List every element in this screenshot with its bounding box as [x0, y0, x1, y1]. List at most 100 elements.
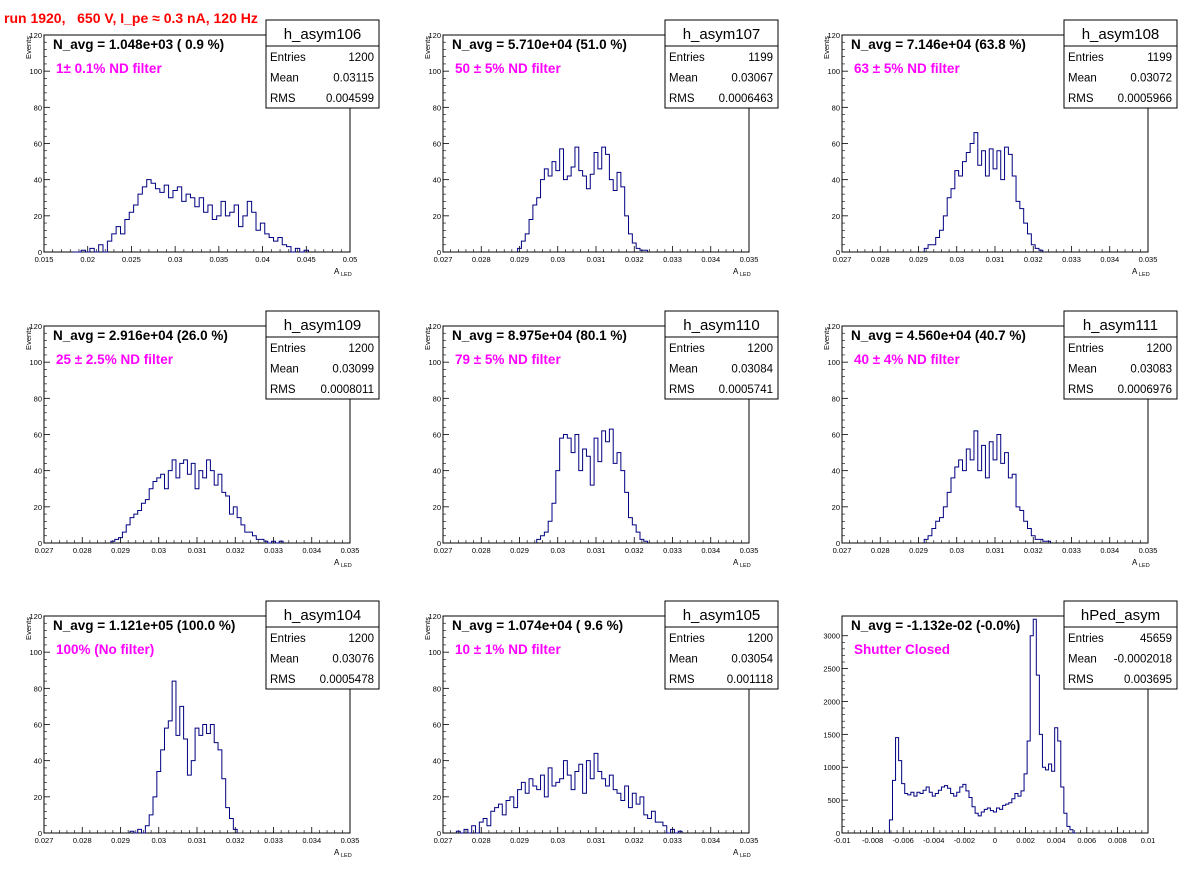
histogram-series-line [517, 146, 649, 252]
histogram-bin [943, 216, 947, 252]
histogram-bin [212, 219, 216, 252]
y-tick-label: 40 [832, 467, 840, 476]
histogram-bin [90, 248, 94, 252]
y-tick-label: 80 [34, 684, 42, 693]
histogram-bin [544, 797, 548, 833]
histogram-bin [149, 489, 153, 543]
histogram-bin [663, 826, 667, 833]
stats-title-box [664, 19, 779, 47]
x-tick-label: 0.032 [226, 836, 245, 845]
histogram-bin [1024, 521, 1028, 543]
stats-label-rms: RMS [1068, 93, 1094, 105]
histogram-bin [590, 174, 594, 252]
histogram-bin [951, 478, 955, 543]
histogram-bin [923, 790, 926, 833]
x-tick-label: 0.032 [226, 546, 245, 555]
x-tick-label: 0 [993, 836, 997, 845]
y-tick-label: 60 [34, 140, 42, 149]
x-tick-label: 0.031 [587, 255, 606, 264]
histogram-bin [164, 489, 168, 543]
histogram-bin [1035, 539, 1039, 543]
histogram-bin [134, 514, 138, 543]
canvas-title: run 1920, 650 V, I_pe ≈ 0.3 nA, 120 Hz [4, 10, 258, 26]
histogram-bin [1036, 675, 1039, 833]
y-tick-label: 80 [34, 103, 42, 112]
x-tick-label: 0.028 [472, 836, 491, 845]
histogram-bin [928, 245, 932, 252]
histogram-bin [632, 243, 636, 252]
histogram-bin [147, 180, 151, 252]
histogram-bin [230, 212, 234, 252]
histogram-bin [985, 176, 989, 252]
histogram-bin [632, 525, 636, 543]
histogram-bin [518, 248, 522, 252]
histogram-bin [556, 171, 560, 252]
x-tick-label: 0.027 [434, 546, 453, 555]
histogram-bin [1005, 147, 1009, 252]
histogram-bin [959, 460, 963, 543]
stats-label-rms: RMS [270, 384, 296, 396]
x-tick-label: 0.032 [625, 255, 644, 264]
histogram-bin [274, 241, 278, 252]
histogram-bin [173, 191, 177, 252]
stats-box [664, 45, 779, 109]
histogram-bin [518, 790, 522, 833]
histogram-bin [172, 460, 176, 543]
histogram-bin [1009, 803, 1012, 833]
y-tick-label: 0 [836, 829, 840, 838]
stats-value-rms: 0.0006463 [719, 93, 773, 105]
x-tick-label: 0.031 [188, 546, 207, 555]
navg-label: N_avg = 4.560e+04 (40.7 %) [851, 328, 1026, 343]
histogram-bin [948, 788, 951, 833]
histogram-bin [249, 532, 253, 543]
histogram-bin [525, 234, 529, 252]
histogram-bin [149, 815, 153, 833]
filter-label: 100% (No filter) [56, 642, 154, 657]
histogram-bin [164, 185, 168, 252]
stats-title-box [1063, 600, 1178, 628]
histogram-bin [208, 205, 212, 252]
histogram-bin [1001, 463, 1005, 543]
histogram-bin [908, 795, 911, 833]
stats-value-mean: 0.03072 [1130, 73, 1172, 85]
stats-title-box [265, 310, 380, 338]
histogram-bin [161, 474, 165, 543]
histogram-bin [168, 471, 172, 543]
histogram-bin [1049, 764, 1052, 833]
histogram-bin [892, 780, 895, 833]
y-tick-label: 20 [433, 212, 441, 221]
histogram-bin [1058, 741, 1061, 833]
histogram-bin [602, 779, 606, 833]
y-tick-label: 20 [433, 793, 441, 802]
histogram-bin [138, 510, 142, 543]
histogram-bin [1033, 619, 1036, 833]
histogram-bin [970, 460, 974, 543]
histogram-bin [195, 728, 199, 833]
histogram-bin [621, 187, 625, 252]
stats-label-rms: RMS [669, 384, 695, 396]
histogram-bin [997, 151, 1001, 252]
histogram-bin [1028, 529, 1032, 543]
stats-value-mean: 0.03083 [1130, 364, 1172, 376]
histogram-bin [940, 518, 944, 543]
x-axis-title: A [1132, 267, 1138, 276]
y-tick-label: 100 [827, 67, 840, 76]
y-tick-label: 3000 [823, 632, 840, 641]
histogram-bin [1015, 794, 1018, 833]
stats-value-rms: 0.001118 [727, 674, 773, 686]
histogram-bin [1055, 728, 1058, 833]
histogram-bin [1030, 636, 1033, 833]
histogram-bin [111, 541, 115, 543]
histogram-bin [1012, 176, 1016, 252]
histogram-bin [1035, 248, 1039, 252]
stats-label-rms: RMS [270, 674, 296, 686]
x-tick-label: 0.034 [1100, 255, 1119, 264]
histogram-bin [241, 525, 245, 543]
histogram-bin [529, 219, 533, 252]
y-tick-label: 40 [34, 176, 42, 185]
histogram-bin [210, 725, 214, 834]
x-tick-label: 0.028 [73, 546, 92, 555]
histogram-bin [1018, 796, 1021, 833]
x-tick-label: 0.004 [1047, 836, 1066, 845]
histogram-name: h_asym108 [1082, 26, 1160, 43]
